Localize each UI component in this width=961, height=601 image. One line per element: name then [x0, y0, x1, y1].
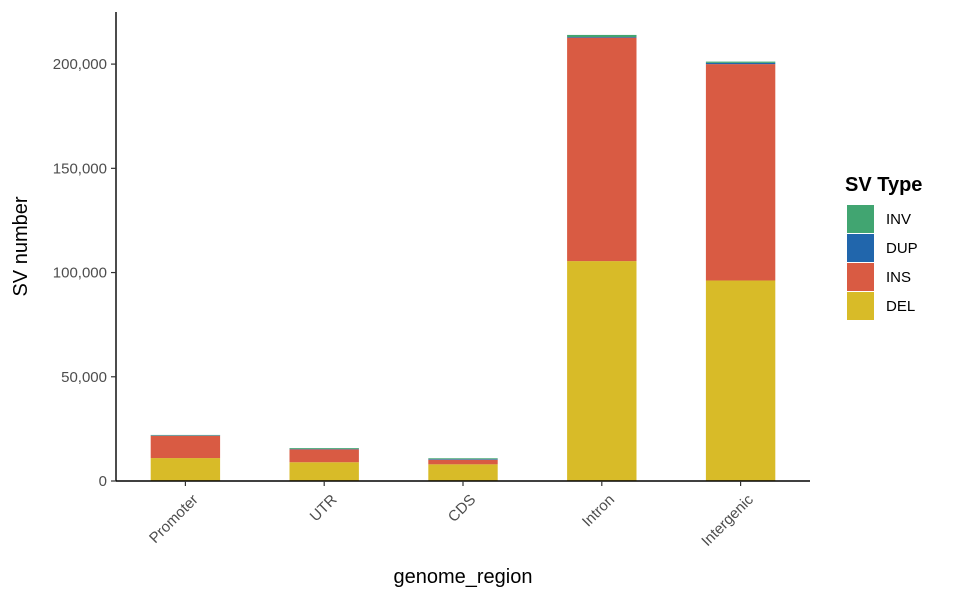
y-tick-label: 100,000 [53, 265, 107, 282]
bar-intergenic-dup [705, 62, 776, 65]
legend-label-del: DEL [886, 298, 915, 315]
bar-intergenic-inv [705, 61, 776, 63]
x-ticks: Promoter UTR CDS Intron Intergenic [146, 481, 757, 550]
legend-swatch-inv [847, 205, 874, 233]
y-axis-title: SV number [10, 196, 32, 296]
bar-intergenic-ins [705, 64, 776, 281]
bar-promoter-ins [150, 435, 221, 459]
bar-utr-ins [289, 449, 359, 463]
y-tick-label: 150,000 [53, 160, 107, 177]
bar-utr-del [289, 462, 359, 481]
bar-intron-del [567, 261, 637, 481]
bar-cds-dup [428, 459, 498, 460]
bar-intron-inv [567, 34, 637, 38]
legend-swatch-ins [847, 263, 874, 291]
bar-cds-ins [428, 459, 498, 465]
bar-utr-inv [289, 448, 359, 449]
y-tick-label: 50,000 [61, 369, 107, 386]
x-tick-label-cds: CDS [445, 491, 479, 525]
y-tick-label: 0 [99, 473, 107, 490]
legend-swatch-del [847, 292, 874, 320]
y-tick-label: 200,000 [53, 56, 107, 73]
x-tick-label-utr: UTR [307, 491, 341, 525]
bar-cds-inv [428, 458, 498, 460]
y-ticks: 0 50,000 100,000 150,000 200,000 [53, 56, 116, 490]
legend-entries: INV DUP INS DEL [847, 205, 918, 320]
bar-intergenic-del [705, 280, 776, 481]
legend-label-dup: DUP [886, 240, 918, 257]
x-tick-label-intergenic: Intergenic [698, 491, 757, 550]
legend-label-ins: INS [886, 269, 911, 286]
legend-swatch-dup [847, 234, 874, 262]
legend-title: SV Type [845, 174, 922, 196]
x-tick-label-promoter: Promoter [146, 491, 202, 547]
bar-promoter-del [150, 458, 221, 481]
bar-intron-ins [567, 37, 637, 262]
bar-cds-del [428, 464, 498, 481]
bars-layer [150, 34, 776, 481]
x-axis-title: genome_region [394, 566, 533, 588]
legend-label-inv: INV [886, 211, 911, 228]
x-tick-label-intron: Intron [579, 491, 618, 530]
bar-intron-dup [567, 37, 637, 38]
legend: SV Type INV DUP INS DEL [845, 174, 922, 320]
